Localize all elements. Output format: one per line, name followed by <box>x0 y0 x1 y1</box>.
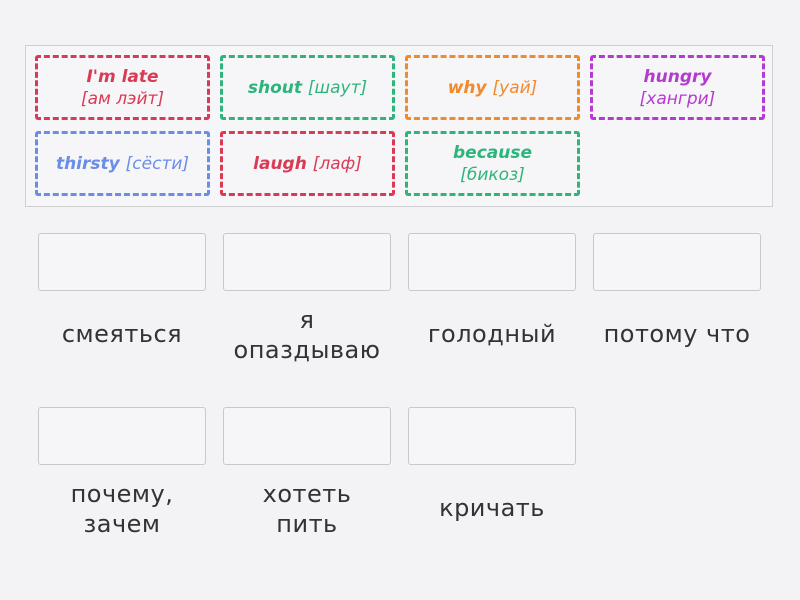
tile-word: shout <box>247 77 302 98</box>
target-label: голодный <box>397 319 587 349</box>
drop-zone[interactable] <box>408 233 576 291</box>
label-line: зачем <box>83 510 161 538</box>
tile-word: laugh <box>253 153 307 174</box>
target-label: хотеть пить <box>212 479 402 539</box>
label-line: смеяться <box>61 320 183 348</box>
drop-zone[interactable] <box>593 233 761 291</box>
word-tile[interactable]: why [уай] <box>405 55 580 120</box>
label-line: кричать <box>439 494 545 522</box>
target-label: кричать <box>397 493 587 523</box>
drop-zone[interactable] <box>223 233 391 291</box>
word-tile[interactable]: I'm late [ам лэйт] <box>35 55 210 120</box>
tile-transcription: [бикоз] <box>460 164 525 185</box>
label-line: опаздываю <box>233 336 381 364</box>
drop-zone[interactable] <box>38 407 206 465</box>
tile-transcription: [лаф] <box>312 153 362 174</box>
word-tile[interactable]: thirsty [сёсти] <box>35 131 210 196</box>
tile-transcription: [шаут] <box>307 77 368 98</box>
label-line: почему, <box>70 480 174 508</box>
label-line: пить <box>276 510 338 538</box>
label-line: голодный <box>427 320 557 348</box>
tile-word: because <box>453 142 532 163</box>
drop-zone[interactable] <box>408 407 576 465</box>
word-tile[interactable]: shout [шаут] <box>220 55 395 120</box>
tile-transcription: [хангри] <box>639 88 716 109</box>
label-line: я <box>299 306 315 334</box>
word-tile[interactable]: hungry [хангри] <box>590 55 765 120</box>
tile-word: thirsty <box>55 153 120 174</box>
word-tile[interactable]: laugh [лаф] <box>220 131 395 196</box>
label-line: хотеть <box>262 480 352 508</box>
target-label: я опаздываю <box>212 305 402 365</box>
target-label: потому что <box>582 319 772 349</box>
tile-word: I'm late <box>86 66 159 87</box>
tile-word: why <box>447 77 487 98</box>
target-label: смеяться <box>27 319 217 349</box>
word-tile[interactable]: because [бикоз] <box>405 131 580 196</box>
tile-word: hungry <box>643 66 712 87</box>
tile-transcription: [сёсти] <box>125 153 190 174</box>
drop-zone[interactable] <box>38 233 206 291</box>
tile-transcription: [ам лэйт] <box>80 88 165 109</box>
tile-transcription: [уай] <box>492 77 538 98</box>
label-line: потому что <box>603 320 751 348</box>
target-label: почему, зачем <box>27 479 217 539</box>
drop-zone[interactable] <box>223 407 391 465</box>
